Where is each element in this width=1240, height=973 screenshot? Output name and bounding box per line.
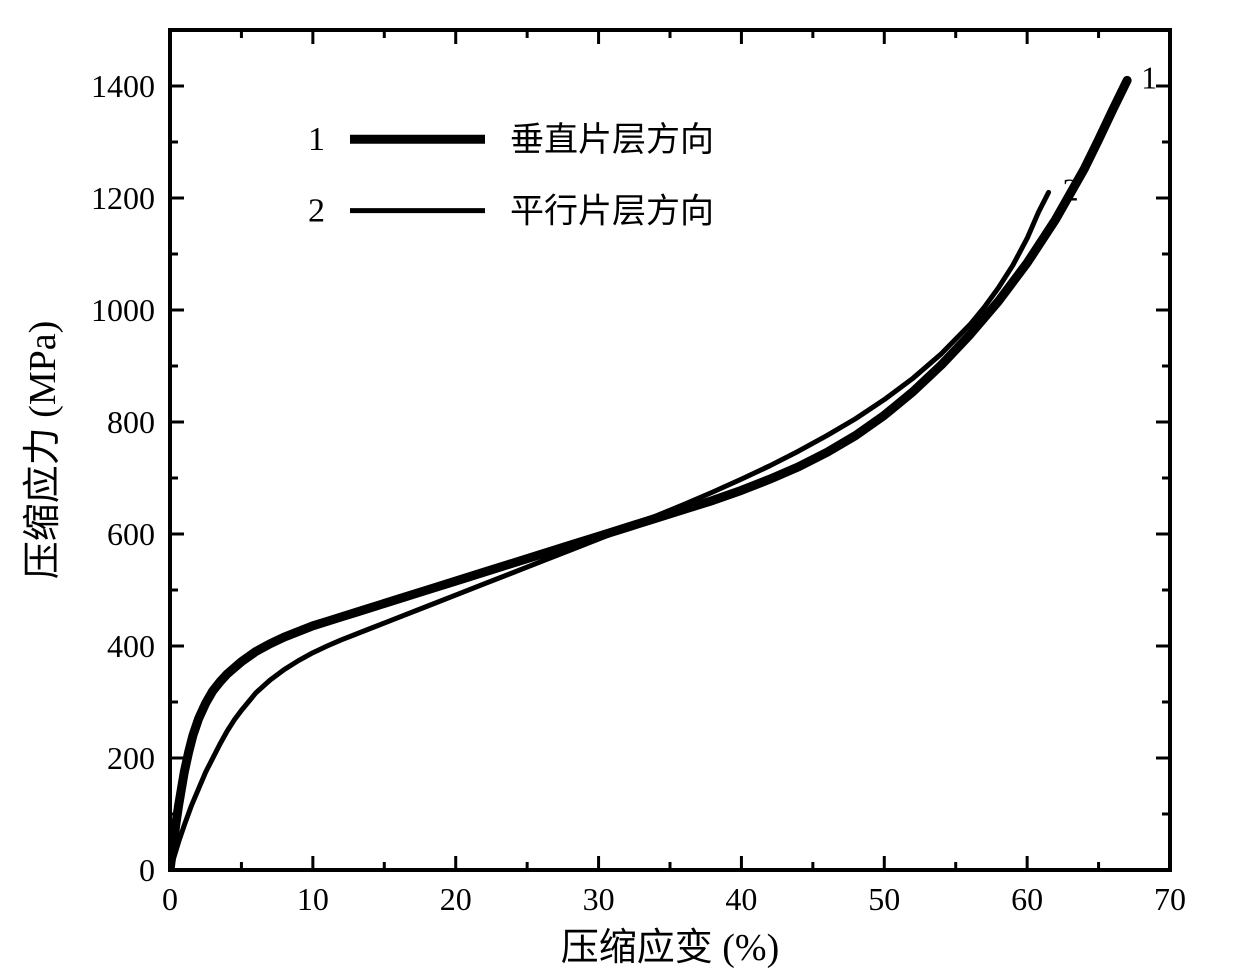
x-tick-label: 10 <box>297 881 329 917</box>
x-tick-label: 20 <box>440 881 472 917</box>
x-tick-label: 40 <box>725 881 757 917</box>
legend-1-label: 平行片层方向 <box>510 193 714 231</box>
legend-0-num: 1 <box>308 121 325 158</box>
x-tick-label: 60 <box>1011 881 1043 917</box>
series-2-end-label: 2 <box>1063 171 1079 207</box>
x-axis-label: 压缩应变 (%) <box>561 927 779 969</box>
y-tick-label: 800 <box>107 404 155 440</box>
y-tick-label: 200 <box>107 740 155 776</box>
x-tick-label: 70 <box>1154 881 1186 917</box>
x-tick-label: 30 <box>583 881 615 917</box>
legend-1-num: 2 <box>308 193 325 230</box>
y-axis-label: 压缩应力 (MPa) <box>22 321 64 580</box>
x-tick-label: 50 <box>868 881 900 917</box>
y-tick-label: 400 <box>107 628 155 664</box>
x-tick-label: 0 <box>162 881 178 917</box>
y-tick-label: 600 <box>107 516 155 552</box>
y-tick-label: 1400 <box>91 68 155 104</box>
stress-strain-chart: 0 10 20 30 40 50 60 70 0 200 400 600 800 1000 1200 1400… <box>0 0 1240 973</box>
y-tick-label: 1000 <box>91 292 155 328</box>
legend-0-label: 垂直片层方向 <box>510 121 714 159</box>
chart-container: 0 10 20 30 40 50 60 70 0 200 400 600 800 1000 1200 1400… <box>0 0 1240 973</box>
series-1-end-label: 1 <box>1141 59 1157 95</box>
y-tick-label: 1200 <box>91 180 155 216</box>
y-tick-label: 0 <box>139 852 155 888</box>
